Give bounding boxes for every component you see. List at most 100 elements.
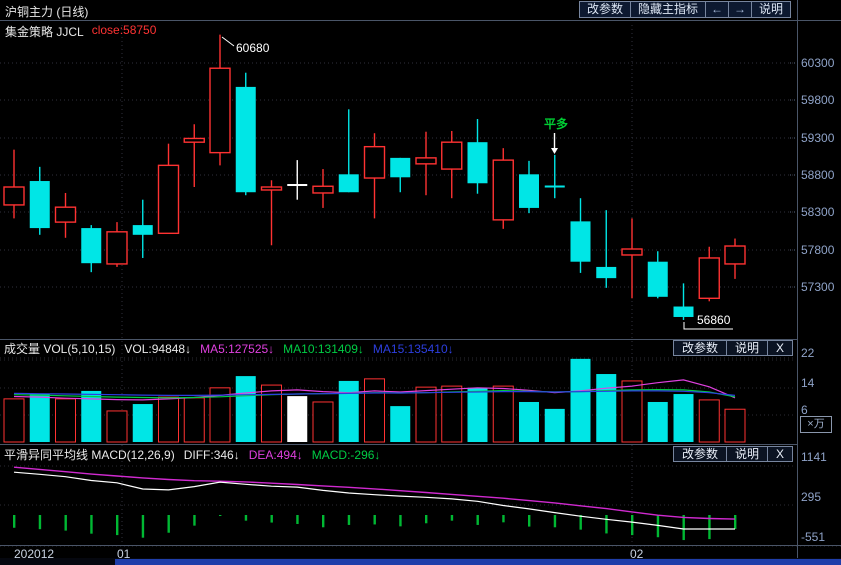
macd-hist-bar: [502, 515, 505, 523]
macd-hist-bar: [13, 515, 16, 528]
candle-body: [183, 137, 205, 143]
macd-hist-bar: [579, 515, 582, 530]
volume-change-params-button[interactable]: 改参数: [672, 340, 727, 356]
volume-ma10-value: MA10:131409↓: [283, 341, 364, 356]
volume-value: VOL:94848↓: [124, 341, 192, 356]
macd-axis-label: 295: [801, 490, 822, 504]
volume-bar: [647, 401, 668, 442]
volume-bar: [287, 396, 308, 442]
price-axis-label: 60300: [801, 56, 835, 70]
candle-body: [3, 186, 25, 206]
scrollbar-thumb[interactable]: [115, 559, 841, 565]
macd-change-params-button[interactable]: 改参数: [672, 446, 727, 462]
macd-diff-line: [13, 471, 735, 530]
candle-body: [724, 245, 746, 265]
instrument-title: 沪铜主力 (日线): [5, 5, 89, 19]
macd-hist-bar: [605, 515, 608, 534]
macd-hist-bar: [219, 515, 222, 516]
volume-bar: [338, 380, 359, 442]
volume-bar: [415, 386, 437, 443]
candle-body: [338, 174, 359, 193]
candle-body: [29, 181, 50, 229]
candle-body: [596, 266, 617, 279]
price-axis-label: 57300: [801, 280, 835, 294]
macd-indicator-title: 平滑异同平均线 MACD(12,26,9): [4, 448, 175, 462]
candle-body: [54, 206, 77, 223]
volume-bar: [724, 408, 746, 443]
macd-hist-bar: [141, 515, 145, 538]
macd-hist-bar: [90, 515, 93, 534]
change-params-button[interactable]: 改参数: [578, 1, 631, 18]
strategy-line: 集金策略 JJCL close:58750: [5, 23, 156, 40]
scroll-right-button[interactable]: →: [727, 1, 752, 18]
macd-hist-bar: [528, 515, 531, 527]
volume-bar: [261, 384, 282, 443]
strategy-close-value: close:58750: [91, 23, 157, 37]
macd-pane-buttons: 改参数 说明 X: [672, 446, 793, 462]
volume-bar: [132, 404, 153, 442]
macd-hist-bar: [244, 515, 248, 521]
volume-bar: [158, 396, 179, 443]
scroll-left-button[interactable]: ←: [704, 1, 729, 18]
volume-bar: [235, 376, 256, 442]
candle-body: [673, 306, 694, 317]
volume-ma15-value: MA15:135410↓: [372, 341, 454, 356]
date-axis-label: 202012: [14, 547, 55, 561]
candle-body: [157, 164, 180, 235]
volume-bar: [570, 358, 591, 442]
high-price-annotation: 60680: [236, 41, 270, 55]
macd-hist-bar: [322, 515, 325, 528]
candle-body: [132, 225, 153, 235]
price-axis-label: 58300: [801, 205, 835, 219]
title-bar-buttons: 改参数 隐藏主指标 ← → 说明: [578, 1, 791, 18]
volume-bar: [390, 406, 411, 442]
macd-hist-bar: [656, 515, 660, 538]
macd-hist-bar: [476, 515, 479, 525]
candle-body: [235, 86, 256, 193]
low-pointer-line: [683, 322, 733, 330]
macd-hist-bar: [682, 515, 685, 541]
macd-help-button[interactable]: 说明: [725, 446, 768, 462]
volume-bar: [106, 410, 128, 443]
volume-indicator-title: 成交量 VOL(5,10,15): [4, 342, 116, 356]
macd-hist-bar: [631, 515, 634, 536]
strategy-name: 集金策略 JJCL: [5, 25, 84, 39]
volume-bar: [544, 408, 565, 442]
macd-axis-label: 1141: [801, 450, 827, 464]
macd-hist-bar: [347, 515, 351, 525]
volume-bar: [698, 399, 720, 443]
macd-hist-bar: [425, 515, 428, 524]
volume-bar: [29, 394, 50, 442]
candle-body: [467, 142, 488, 184]
candle-body: [621, 248, 643, 256]
volume-bar: [183, 397, 205, 443]
volume-pane-header: 成交量 VOL(5,10,15) VOL:94848↓ MA5:127525↓ …: [0, 340, 684, 357]
hide-main-indicator-button[interactable]: 隐藏主指标: [629, 1, 706, 18]
volume-axis-label: 22: [801, 346, 815, 360]
volume-bar: [364, 378, 385, 443]
close-long-signal-label: 平多: [544, 117, 569, 131]
candle-body: [492, 159, 514, 221]
macd-value: MACD:-296↓: [311, 447, 381, 462]
low-price-annotation: 56860: [697, 313, 731, 327]
volume-bar: [209, 387, 231, 443]
volume-close-button[interactable]: X: [766, 340, 793, 356]
macd-close-button[interactable]: X: [766, 446, 793, 462]
macd-hist-bar: [116, 515, 119, 536]
volume-help-button[interactable]: 说明: [725, 340, 768, 356]
macd-dea-value: DEA:494↓: [248, 447, 303, 462]
volume-bar: [673, 394, 694, 442]
macd-diff-value: DIFF:346↓: [183, 447, 240, 462]
candle-body: [647, 261, 668, 297]
help-button[interactable]: 说明: [750, 1, 791, 18]
macd-hist-bar: [450, 515, 454, 521]
volume-axis-label: 6: [801, 403, 808, 417]
macd-hist-bar: [193, 515, 196, 526]
price-axis-label: 59300: [801, 131, 835, 145]
macd-hist-bar: [296, 515, 299, 524]
volume-bar: [467, 387, 488, 442]
macd-axis-label: -551: [801, 530, 826, 544]
price-axis-label: 58800: [801, 168, 835, 182]
